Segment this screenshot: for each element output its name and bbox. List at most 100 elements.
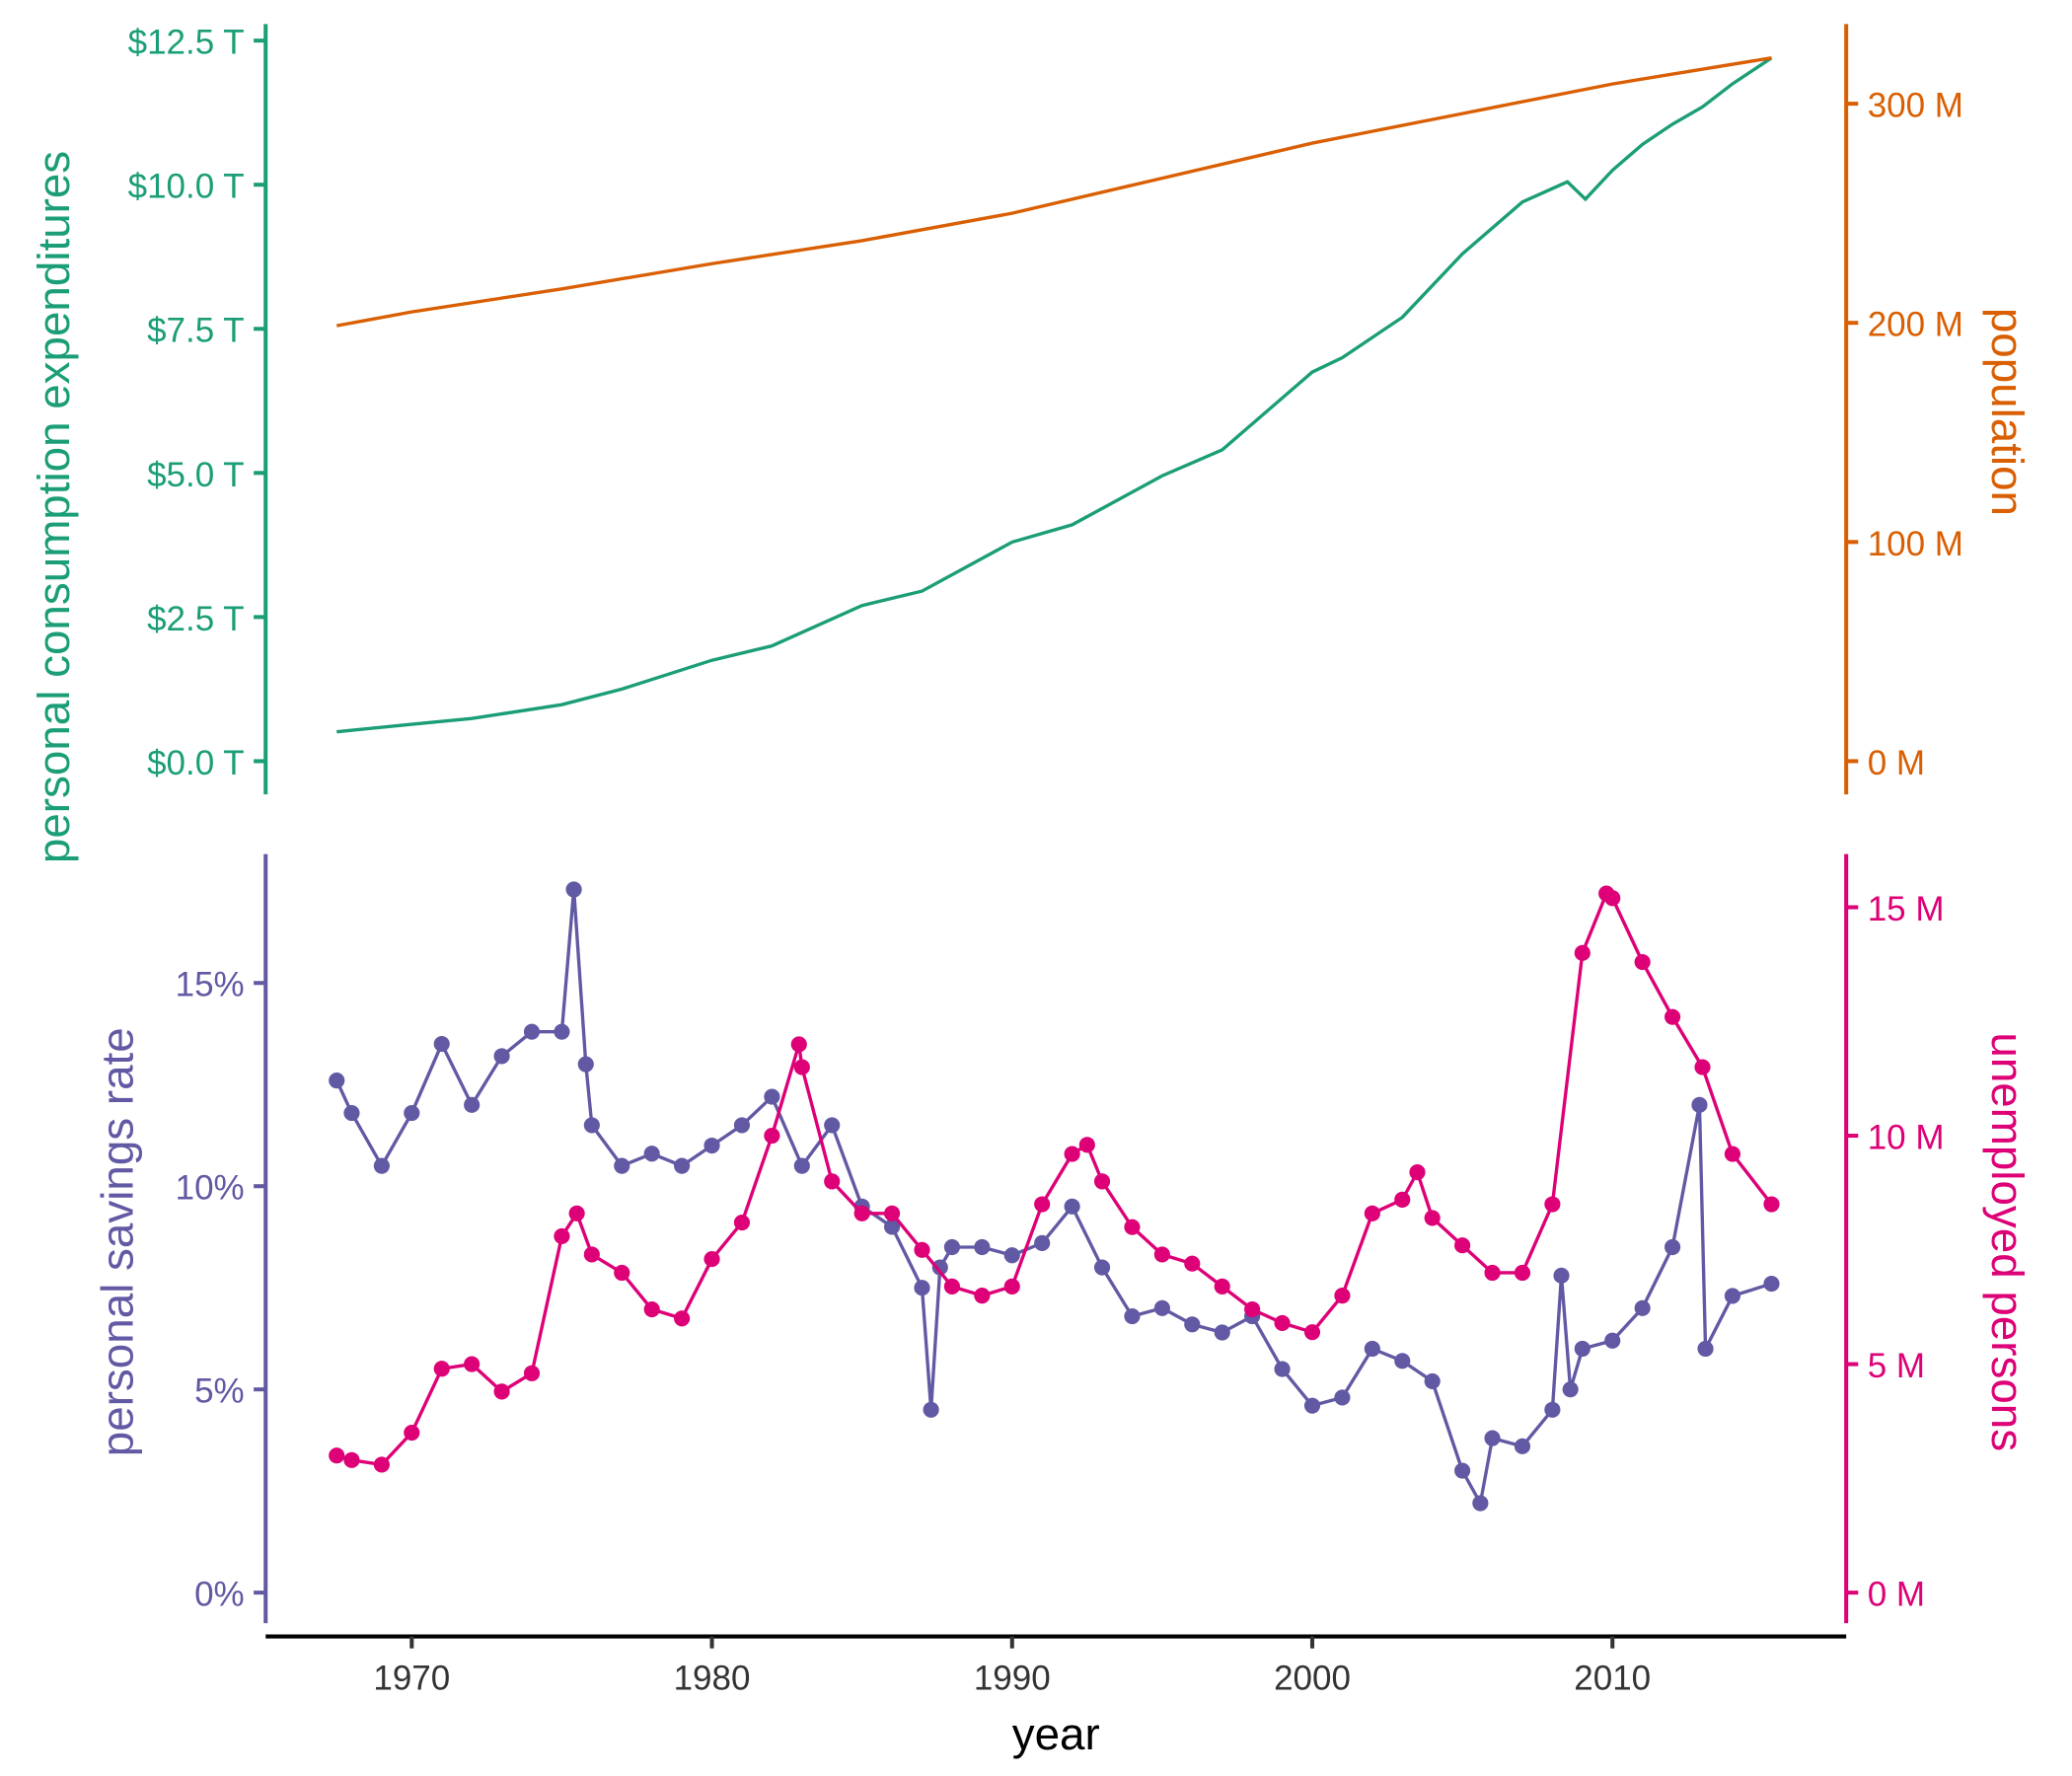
savings-rate-point [923,1401,939,1418]
x-tick-label: 1980 [674,1659,751,1697]
x-axis-title: year [1012,1709,1100,1759]
savings-rate-point [733,1117,751,1134]
unemployed-point [523,1365,541,1381]
savings-rate-point [1544,1401,1561,1418]
savings-rate-point [523,1023,541,1040]
savings-rate-point [1093,1259,1111,1276]
savings-rate-point [329,1073,345,1089]
unemployed-point [1153,1246,1170,1263]
savings-rate-point [1034,1234,1051,1251]
tick-label: $2.5 T [147,600,245,638]
tick-label: 300 M [1868,87,1963,125]
unemployed-point [343,1451,360,1468]
savings-rate-point [554,1023,570,1040]
savings-rate-point [1003,1247,1020,1264]
savings-rate-point [1574,1340,1591,1358]
bottom-panel: 0% 5% 10% 15% 0 M 5 M 10 M 15 M 1970 1980 1990 20… [93,853,2033,1759]
unemployed-point [1124,1219,1141,1235]
unemployed-point [329,1447,345,1464]
savings-rate-point [404,1104,420,1122]
unemployed-point [790,1036,807,1053]
tick-label: 5% [194,1372,245,1411]
tick-label: 0% [194,1576,245,1614]
x-tick-label: 1970 [373,1659,450,1697]
unemployed-point [793,1059,810,1075]
unemployed-point [703,1251,720,1268]
savings-rate-point [565,881,582,898]
unemployed-point [1484,1264,1501,1282]
unemployed-point [853,1205,870,1221]
savings-rate-point [703,1137,720,1154]
unemployed-point [1394,1191,1411,1208]
savings-rate-point [974,1238,991,1256]
bottom-left-ticks: 0% 5% 10% 15% [176,966,266,1614]
unemployed-point [1093,1173,1111,1190]
population-line [335,56,1772,328]
top-panel: $0.0 T $2.5 T $5.0 T $7.5 T $10.0 T $12.5 T 0… [29,24,2033,863]
top-left-ticks: $0.0 T $2.5 T $5.0 T $7.5 T $10.0 T $12.5 T [128,24,266,782]
unemployed-point [568,1205,585,1221]
unemployed-point [1003,1278,1020,1295]
unemployed-point [1334,1288,1351,1304]
unemployed-point [1634,954,1651,971]
savings-rate-point [1697,1340,1714,1358]
unemployed-point [464,1356,481,1372]
tick-label: $7.5 T [147,312,245,350]
unemployed-point [1664,1008,1681,1025]
unemployed-point [824,1173,841,1190]
savings-rate-point [1424,1372,1441,1390]
unemployed-point [764,1127,780,1145]
bottom-left-axis-title: personal savings rate [93,1027,143,1456]
savings-rate-point [1394,1353,1411,1369]
unemployed-point [433,1361,450,1377]
unemployed-point [404,1424,420,1442]
savings-rate-point [943,1238,960,1256]
unemployed-point [1544,1196,1561,1213]
bottom-right-ticks: 0 M 5 M 10 M 15 M [1846,890,1945,1614]
savings-rate-point [1763,1275,1780,1293]
unemployed-point [583,1246,600,1263]
savings-rate-point [1691,1096,1708,1113]
unemployed-point [614,1264,630,1282]
savings-rate-point [1484,1430,1501,1446]
savings-rate-point [1454,1462,1471,1479]
savings-rate-point [1634,1299,1651,1316]
bottom-series [329,881,1780,1512]
unemployed-point [1034,1196,1051,1213]
savings-rate-point [1664,1238,1681,1256]
pce-line [336,56,1773,734]
unemployed-point [733,1214,751,1231]
savings-rate-point [1153,1299,1170,1316]
unemployed-point [1244,1300,1261,1318]
unemployed-point [1184,1255,1201,1272]
tick-label: $10.0 T [128,168,245,206]
unemployed-point [1214,1278,1230,1295]
unemployed-point [1454,1237,1471,1254]
tick-label: 10% [176,1169,245,1208]
unemployed-point [1604,890,1621,907]
unemployed-point [1514,1264,1531,1282]
unemployed-point [493,1383,510,1400]
savings-rate-point [614,1157,630,1174]
savings-rate-point [824,1117,841,1134]
savings-rate-point [1214,1324,1230,1341]
tick-label: $0.0 T [147,744,245,782]
savings-rate-point [1553,1267,1570,1284]
x-tick-label: 2000 [1274,1659,1351,1697]
unemployed-point [883,1205,901,1221]
savings-rate-point [1184,1316,1201,1333]
unemployed-point [1424,1210,1441,1226]
tick-label: $5.0 T [147,456,245,494]
savings-rate-point [433,1035,450,1053]
savings-rate-point [883,1219,901,1235]
savings-rate-point [1303,1397,1321,1414]
tick-label: 15% [176,966,245,1004]
unemployed-point [1409,1164,1426,1181]
savings-rate-point [343,1104,360,1122]
unemployed-point [1694,1059,1711,1075]
savings-rate-point [1514,1438,1531,1454]
unemployed-point [1724,1146,1740,1162]
x-ticks: 1970 1980 1990 2000 2010 [373,1636,1651,1697]
savings-rate-point [1562,1381,1579,1398]
